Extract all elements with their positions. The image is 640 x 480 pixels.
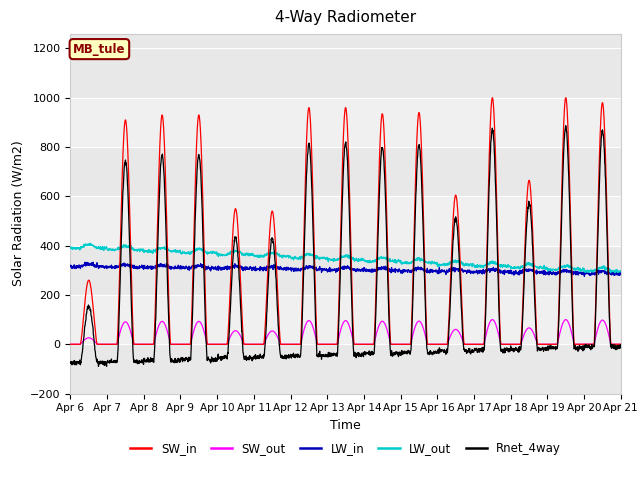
Bar (70, 147, 621, 196)
Bar (70, 48, 621, 98)
Bar (70, 344, 621, 394)
Bar (70, 196, 621, 246)
Bar (70, 295, 621, 344)
Bar (70, 98, 621, 147)
Title: 4-Way Radiometer: 4-Way Radiometer (275, 11, 416, 25)
Bar (70, 246, 621, 295)
Bar (70, 34, 621, 98)
Text: MB_tule: MB_tule (73, 43, 125, 56)
Legend: SW_in, SW_out, LW_in, LW_out, Rnet_4way: SW_in, SW_out, LW_in, LW_out, Rnet_4way (125, 437, 566, 460)
Y-axis label: Solar Radiation (W/m2): Solar Radiation (W/m2) (12, 141, 24, 287)
X-axis label: Time: Time (330, 419, 361, 432)
